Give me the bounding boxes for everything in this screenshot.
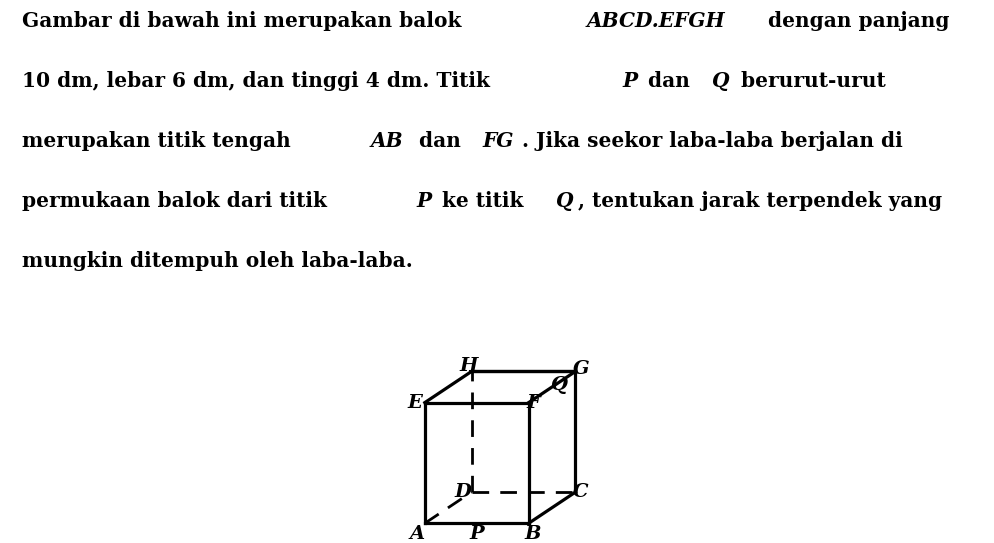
Text: mungkin ditempuh oleh laba-laba.: mungkin ditempuh oleh laba-laba. bbox=[22, 251, 412, 271]
Text: 10 dm, lebar 6 dm, dan tinggi 4 dm. Titik: 10 dm, lebar 6 dm, dan tinggi 4 dm. Titi… bbox=[22, 71, 496, 91]
Text: AB: AB bbox=[370, 131, 403, 151]
Text: C: C bbox=[573, 483, 588, 501]
Text: P: P bbox=[469, 525, 483, 542]
Text: , tentukan jarak terpendek yang: , tentukan jarak terpendek yang bbox=[578, 191, 941, 211]
Text: Gambar di bawah ini merupakan balok: Gambar di bawah ini merupakan balok bbox=[22, 11, 467, 31]
Text: merupakan titik tengah: merupakan titik tengah bbox=[22, 131, 297, 151]
Text: dan: dan bbox=[640, 71, 697, 91]
Text: B: B bbox=[524, 525, 541, 542]
Text: P: P bbox=[415, 191, 430, 211]
Text: Q: Q bbox=[711, 71, 729, 91]
Text: dan: dan bbox=[412, 131, 467, 151]
Text: F: F bbox=[527, 394, 540, 412]
Text: Q: Q bbox=[550, 376, 567, 394]
Text: ke titik: ke titik bbox=[434, 191, 530, 211]
Text: ABCD.EFGH: ABCD.EFGH bbox=[585, 11, 724, 31]
Text: H: H bbox=[459, 357, 478, 375]
Text: E: E bbox=[408, 394, 422, 412]
Text: G: G bbox=[573, 361, 588, 378]
Text: FG: FG bbox=[482, 131, 513, 151]
Text: . Jika seekor laba-laba berjalan di: . Jika seekor laba-laba berjalan di bbox=[522, 131, 902, 151]
Text: D: D bbox=[453, 483, 470, 501]
Text: A: A bbox=[410, 525, 424, 542]
Text: berurut-urut: berurut-urut bbox=[734, 71, 885, 91]
Text: dengan panjang: dengan panjang bbox=[760, 11, 949, 31]
Text: P: P bbox=[621, 71, 636, 91]
Text: permukaan balok dari titik: permukaan balok dari titik bbox=[22, 191, 333, 211]
Text: Q: Q bbox=[556, 191, 573, 211]
